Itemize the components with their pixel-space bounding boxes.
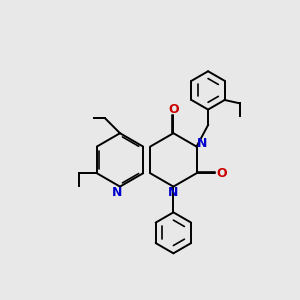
Text: N: N: [168, 186, 178, 199]
Text: O: O: [168, 103, 179, 116]
Text: N: N: [197, 137, 208, 150]
Text: O: O: [216, 167, 226, 180]
Text: N: N: [112, 186, 122, 199]
